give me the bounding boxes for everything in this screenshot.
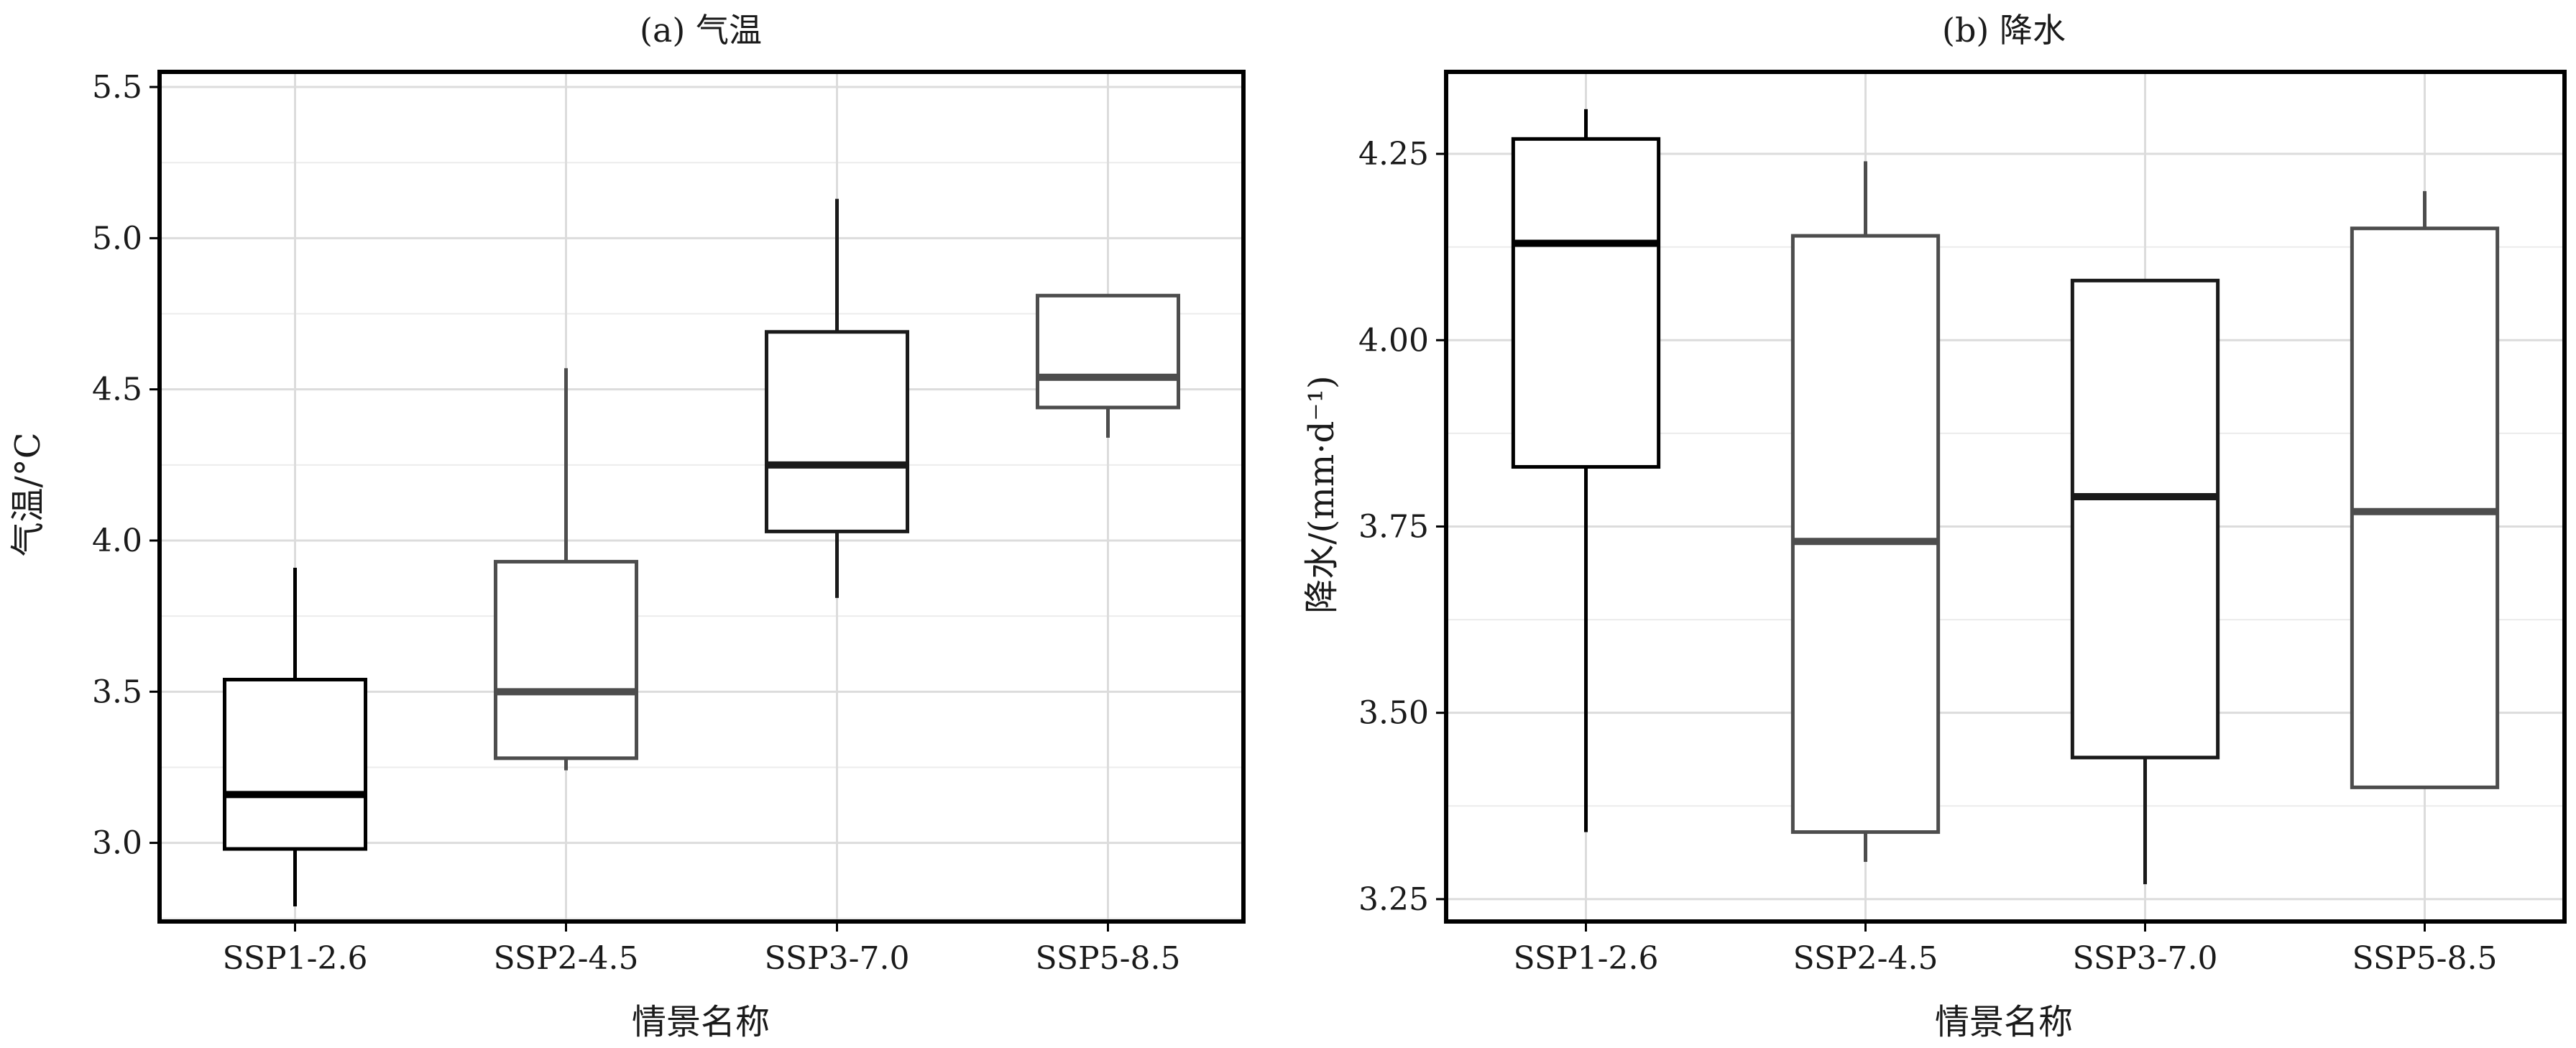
box-SSP5-8.5 [2350, 190, 2500, 789]
y-tick-label: 4.5 [92, 372, 142, 408]
box-SSP3-7.0 [764, 198, 910, 598]
iqr-box [2350, 226, 2500, 789]
x-tick-label: SSP1-2.6 [1514, 940, 1659, 977]
y-tick-label: 5.5 [92, 69, 142, 106]
iqr-box [1511, 137, 1661, 469]
x-tick-label: SSP2-4.5 [1793, 940, 1938, 977]
y-axis-title: 气温/°C [8, 433, 48, 557]
y-tick-label: 3.75 [1358, 508, 1429, 545]
precipitation-panel: (b) 降水 情景名称 降水/(mm·d⁻¹) 3.25 3.50 3.75 4.00… [1302, 11, 2567, 1042]
y-tick-label: 3.0 [92, 825, 142, 862]
box-SSP1-2.6 [222, 567, 368, 906]
plot-frame [157, 70, 1246, 924]
box-SSP3-7.0 [2070, 278, 2220, 885]
x-tick-label: SSP1-2.6 [223, 940, 368, 977]
iqr-box [1035, 293, 1181, 410]
x-tick-label: SSP5-8.5 [1036, 940, 1181, 977]
y-tick-label: 4.0 [92, 523, 142, 559]
x-tick-label: SSP3-7.0 [765, 940, 910, 977]
iqr-box [493, 559, 639, 760]
x-tick-label: SSP5-8.5 [2352, 940, 2498, 977]
x-axis-title: 情景名称 [1935, 1002, 2073, 1042]
y-tick-label: 4.00 [1358, 322, 1429, 359]
y-tick-label: 3.25 [1358, 881, 1429, 918]
box-SSP5-8.5 [1035, 293, 1181, 438]
y-tick-label: 4.25 [1358, 136, 1429, 173]
iqr-box [1790, 234, 1941, 835]
x-tick-label: SSP3-7.0 [2073, 940, 2218, 977]
panel-title: (a) 气温 [640, 11, 762, 50]
plot-frame [1444, 70, 2567, 924]
y-tick-label: 3.50 [1358, 695, 1429, 732]
panel-title: (b) 降水 [1942, 11, 2066, 50]
box-SSP1-2.6 [1511, 109, 1661, 832]
temperature-panel: (a) 气温 情景名称 气温/°C 3.0 3.5 4.0 4.5 5.0 5.5 SSP1… [8, 11, 1246, 1042]
x-axis-title: 情景名称 [632, 1002, 770, 1042]
iqr-box [222, 677, 368, 851]
iqr-box [764, 330, 910, 533]
box-SSP2-4.5 [493, 368, 639, 771]
y-tick-label: 5.0 [92, 220, 142, 257]
y-axis-title: 降水/(mm·d⁻¹) [1302, 375, 1342, 613]
box-SSP2-4.5 [1790, 161, 1941, 863]
y-tick-label: 3.5 [92, 674, 142, 710]
x-tick-label: SSP2-4.5 [494, 940, 639, 977]
iqr-box [2070, 278, 2220, 760]
